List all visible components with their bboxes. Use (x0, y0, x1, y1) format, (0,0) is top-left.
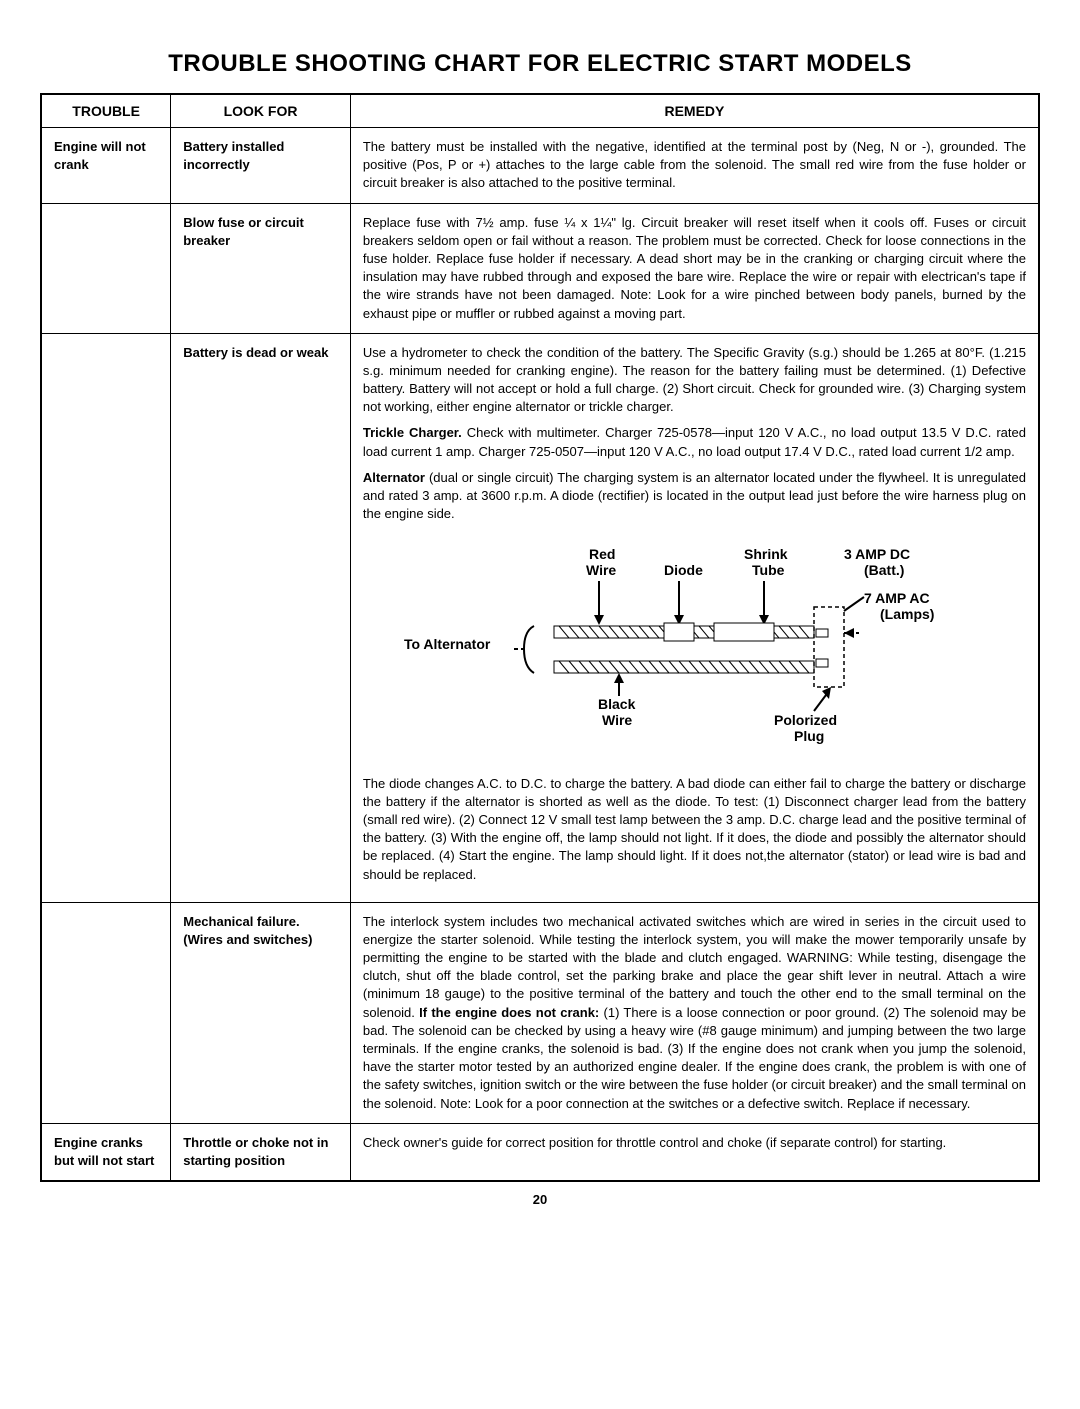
page-title: TROUBLE SHOOTING CHART FOR ELECTRIC STAR… (40, 50, 1040, 78)
three-amp-label: 3 AMP DC (844, 546, 910, 562)
cell-remedy: The interlock system includes two mechan… (350, 902, 1039, 1123)
cell-trouble (41, 203, 171, 333)
remedy-p2b: Check with multimeter. Charger 725-0578—… (363, 425, 1026, 458)
header-trouble: TROUBLE (41, 94, 171, 128)
wiring-diagram: Red Wire Diode Shrink Tube 3 AMP DC (Bat… (374, 541, 1014, 756)
remedy-p3: Alternator (dual or single circuit) The … (363, 469, 1026, 524)
to-alternator-label: To Alternator (404, 636, 491, 652)
cell-trouble: Engine will not crank (41, 128, 171, 204)
table-row: Engine will not crank Battery installed … (41, 128, 1039, 204)
cell-remedy: Check owner's guide for correct position… (350, 1123, 1039, 1181)
wiring-diagram-svg: Red Wire Diode Shrink Tube 3 AMP DC (Bat… (374, 541, 1014, 751)
remedy-p2: Trickle Charger. Check with multimeter. … (363, 424, 1026, 460)
table-row: Mechanical failure. (Wires and switches)… (41, 902, 1039, 1123)
remedy-b: If the engine does not crank: (419, 1005, 599, 1020)
remedy-p4: The diode changes A.C. to D.C. to charge… (363, 775, 1026, 884)
header-remedy: REMEDY (350, 94, 1039, 128)
red-wire-label: Red (589, 546, 615, 562)
table-row: Battery is dead or weak Use a hydrometer… (41, 333, 1039, 902)
shrink-tube-label: Shrink (744, 546, 788, 562)
cell-lookfor: Throttle or choke not in starting positi… (171, 1123, 351, 1181)
cell-remedy: The battery must be installed with the n… (350, 128, 1039, 204)
cell-trouble (41, 333, 171, 902)
header-lookfor: LOOK FOR (171, 94, 351, 128)
remedy-p3b: (dual or single circuit) The charging sy… (363, 470, 1026, 521)
table-row: Blow fuse or circuit breaker Replace fus… (41, 203, 1039, 333)
svg-text:(Batt.): (Batt.) (864, 562, 904, 578)
svg-text:Wire: Wire (586, 562, 616, 578)
polarized-plug-label: Polorized (774, 712, 837, 728)
black-wire-label: Black (598, 696, 636, 712)
cell-remedy: Use a hydrometer to check the condition … (350, 333, 1039, 902)
cell-lookfor: Battery is dead or weak (171, 333, 351, 902)
cell-trouble: Engine cranks but will not start (41, 1123, 171, 1181)
seven-amp-label: 7 AMP AC (864, 590, 930, 606)
page-number: 20 (40, 1192, 1040, 1207)
remedy-p3a: Alternator (363, 470, 425, 485)
cell-lookfor: Mechanical failure. (Wires and switches) (171, 902, 351, 1123)
remedy-c: (1) There is a loose connection or poor … (363, 1005, 1026, 1111)
diode-label: Diode (664, 562, 703, 578)
svg-text:(Lamps): (Lamps) (880, 606, 934, 622)
svg-text:Wire: Wire (602, 712, 632, 728)
svg-text:Plug: Plug (794, 728, 824, 744)
svg-text:Tube: Tube (752, 562, 785, 578)
cell-remedy: Replace fuse with 7½ amp. fuse ¼ x 1¼" l… (350, 203, 1039, 333)
remedy-p1: Use a hydrometer to check the condition … (363, 344, 1026, 417)
table-row: Engine cranks but will not start Throttl… (41, 1123, 1039, 1181)
remedy-p2a: Trickle Charger. (363, 425, 462, 440)
troubleshooting-table: TROUBLE LOOK FOR REMEDY Engine will not … (40, 93, 1040, 1182)
cell-lookfor: Blow fuse or circuit breaker (171, 203, 351, 333)
cell-trouble (41, 902, 171, 1123)
cell-lookfor: Battery installed incorrectly (171, 128, 351, 204)
